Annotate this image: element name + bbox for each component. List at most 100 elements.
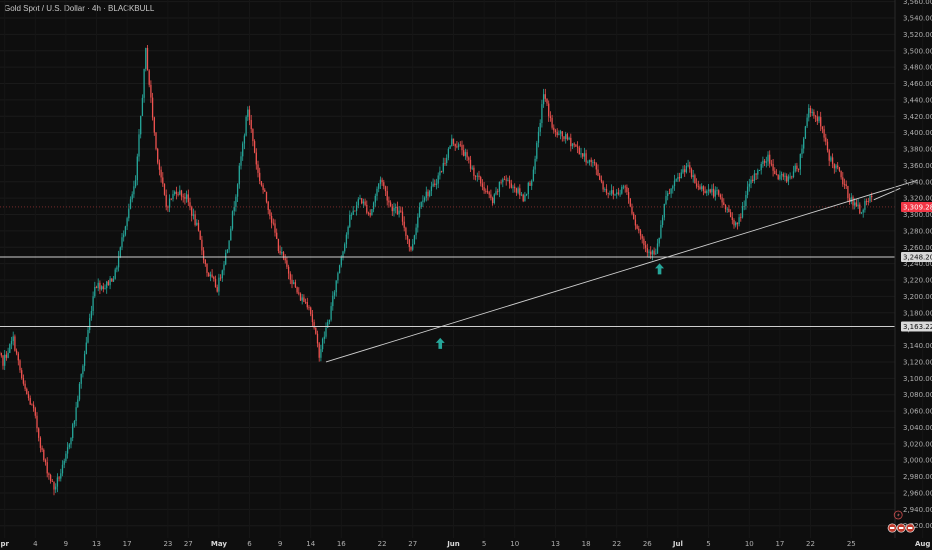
candle-body xyxy=(774,170,776,175)
event-marker-group[interactable] xyxy=(887,510,915,533)
candle-body xyxy=(826,141,829,151)
candle-body xyxy=(466,152,468,158)
candle-body xyxy=(39,437,42,448)
candle-body xyxy=(517,188,519,193)
candle-body xyxy=(376,188,378,196)
candle-body xyxy=(400,210,402,212)
y-tick-label: 3,120.00 xyxy=(903,358,932,366)
candle-body xyxy=(588,159,591,163)
x-tick-label: 17 xyxy=(123,540,132,548)
candle-body xyxy=(507,180,509,181)
candle-body xyxy=(464,152,467,156)
candle-body xyxy=(128,208,130,219)
candle-body xyxy=(371,209,373,216)
time-axis[interactable]: pr 4 9 13 17 23 27 May 6 9 14 16 22 27 Jun 5 10 13 18 22 26 J… xyxy=(0,540,932,548)
candle-body xyxy=(429,191,431,197)
candle-body xyxy=(752,179,754,182)
y-tick-label: 2,920.00 xyxy=(903,522,932,530)
candle-body xyxy=(277,238,280,251)
candle-body xyxy=(808,108,810,118)
candle-body xyxy=(80,374,82,384)
candle-body xyxy=(753,173,756,182)
candle-body xyxy=(682,169,684,173)
candle-body xyxy=(43,449,45,461)
candle-body xyxy=(847,185,849,199)
candle-body xyxy=(736,222,739,225)
candle-body xyxy=(719,194,722,198)
candle-body xyxy=(168,198,171,208)
candle-body xyxy=(476,175,478,177)
candle-body xyxy=(180,190,183,197)
candle-body xyxy=(529,182,531,186)
candle-body xyxy=(731,217,733,220)
candle-body xyxy=(838,167,841,171)
candle-body xyxy=(32,404,35,409)
candle-body xyxy=(225,252,227,265)
candle-body xyxy=(576,146,579,148)
price-axis[interactable]: 3,560.00 3,540.00 3,520.00 3,500.00 3,480.00… xyxy=(894,0,932,538)
candle-body xyxy=(867,201,869,202)
candle-body xyxy=(243,135,246,144)
x-tick-label: 22 xyxy=(612,540,621,548)
candle-body xyxy=(495,191,497,195)
y-tick-label: 3,420.00 xyxy=(903,113,932,121)
candle-body xyxy=(24,383,26,389)
candle-body xyxy=(48,473,50,475)
candle-body xyxy=(782,174,784,177)
candle-body xyxy=(602,181,604,190)
candle-body xyxy=(134,180,137,187)
candle-body xyxy=(357,199,359,206)
candle-body xyxy=(303,297,305,302)
candle-body xyxy=(797,169,800,170)
y-tick-label: 3,080.00 xyxy=(903,391,932,399)
candle-body xyxy=(629,198,631,207)
candle-body xyxy=(10,341,13,345)
candle-body xyxy=(769,154,771,164)
candle-body xyxy=(123,234,125,238)
candle-body xyxy=(554,130,557,133)
candle-body xyxy=(840,170,842,178)
y-tick-label: 3,200.00 xyxy=(903,293,932,301)
candle-body xyxy=(272,222,274,224)
candle-body xyxy=(610,190,613,194)
candle-body xyxy=(804,126,807,139)
candle-body xyxy=(349,214,351,227)
candle-body xyxy=(600,179,603,182)
candle-body xyxy=(242,143,244,157)
candle-body xyxy=(485,190,487,192)
candle-body xyxy=(420,201,422,208)
candle-body xyxy=(14,336,16,351)
candle-body xyxy=(192,214,195,216)
candle-body xyxy=(187,194,189,203)
candle-body xyxy=(291,279,293,284)
candle-body xyxy=(231,211,234,229)
candle-body xyxy=(636,225,638,229)
candle-body xyxy=(748,183,750,187)
candle-body xyxy=(267,201,269,210)
candle-body xyxy=(60,473,62,479)
candle-body xyxy=(665,196,667,204)
candle-body xyxy=(689,165,691,170)
candle-body xyxy=(133,186,135,195)
candle-body xyxy=(641,235,643,239)
candle-body xyxy=(667,193,669,197)
candle-body xyxy=(335,280,337,293)
candle-body xyxy=(233,206,235,212)
candle-body xyxy=(571,143,574,147)
candle-body xyxy=(809,108,812,113)
candle-body xyxy=(204,259,206,264)
candle-body xyxy=(100,286,103,290)
candle-body xyxy=(264,189,266,192)
candle-body xyxy=(85,342,87,354)
candle-body xyxy=(792,171,795,178)
y-tick-label: 3,480.00 xyxy=(903,64,932,72)
event-markers[interactable] xyxy=(887,510,915,533)
candle-body xyxy=(172,194,174,199)
candle-body xyxy=(153,117,155,133)
candle-body xyxy=(185,194,188,199)
candle-body xyxy=(226,249,229,253)
candle-body xyxy=(558,133,560,135)
candle-body xyxy=(457,144,460,148)
candle-body xyxy=(510,183,512,188)
